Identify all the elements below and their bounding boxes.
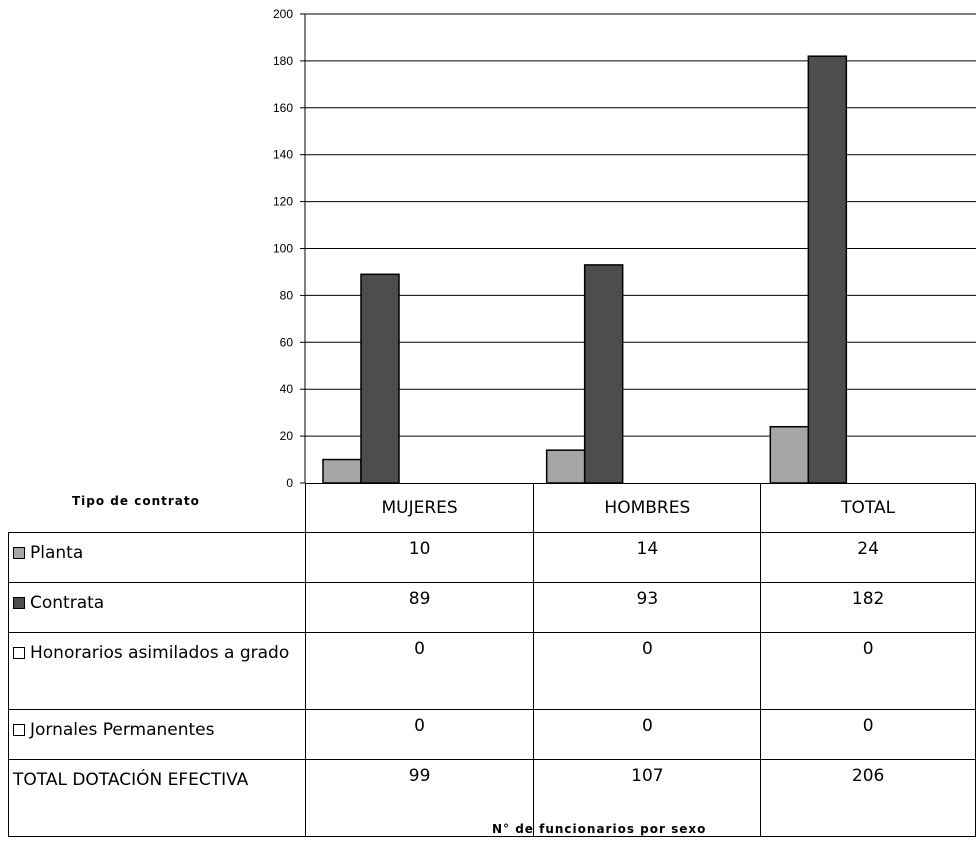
- table-cell: 182: [760, 582, 976, 633]
- legend-entry: Planta: [8, 532, 306, 583]
- bar-chart: 0 20 40 60 80 100 120 140 160 180 200: [273, 7, 976, 490]
- summary-row-label: TOTAL DOTACIÓN EFECTIVA: [8, 759, 306, 837]
- table-cell: 93: [533, 582, 762, 633]
- bar: [545, 449, 586, 484]
- y-tick-label: 120: [273, 195, 293, 209]
- y-tick-label: 0: [286, 476, 293, 490]
- table-cell: 0: [533, 632, 762, 710]
- bar: [583, 264, 624, 484]
- gridlines: [305, 13, 976, 437]
- table-cell: 14: [533, 532, 762, 583]
- category-header: TOTAL: [760, 483, 976, 533]
- y-tick-label: 80: [280, 288, 294, 302]
- bar: [807, 55, 848, 484]
- y-tick-label: 40: [280, 382, 294, 396]
- legend-swatch: [13, 647, 25, 659]
- legend-swatch: [13, 547, 25, 559]
- series-name: Planta: [30, 543, 84, 563]
- series-name: Honorarios asimilados a grado: [30, 643, 290, 663]
- legend-swatch: [13, 597, 25, 609]
- table-corner: [8, 483, 306, 533]
- data-table: MUJERES HOMBRES TOTAL Planta 10 14 24 Co…: [8, 483, 976, 837]
- legend-swatch: [13, 724, 25, 736]
- category-header: HOMBRES: [533, 483, 762, 533]
- legend-entry: Contrata: [8, 582, 306, 633]
- table-header-row: MUJERES HOMBRES TOTAL: [8, 483, 976, 533]
- table-cell: 0: [304, 709, 535, 760]
- x-axis-title: N° de funcionarios por sexo: [492, 822, 707, 836]
- table-row: Planta 10 14 24: [8, 532, 976, 583]
- table-cell: 0: [533, 709, 762, 760]
- bar: [769, 425, 810, 484]
- table-cell: 24: [760, 532, 976, 583]
- table-cell: 0: [304, 632, 535, 710]
- series-name: Jornales Permanentes: [30, 720, 215, 740]
- y-tick-label: 140: [273, 148, 293, 162]
- table-row: Jornales Permanentes 0 0 0: [8, 709, 976, 760]
- legend-entry: Honorarios asimilados a grado: [8, 632, 306, 710]
- y-tick-label: 60: [280, 335, 294, 349]
- y-tick-label: 20: [280, 429, 294, 443]
- y-tick-label: 200: [273, 7, 293, 21]
- table-cell: 206: [760, 759, 976, 837]
- y-axis: 0 20 40 60 80 100 120 140 160 180 200: [273, 7, 306, 490]
- table-cell: 107: [533, 759, 762, 837]
- table-cell: 0: [760, 709, 976, 760]
- y-tick-label: 160: [273, 101, 293, 115]
- table-cell: 10: [304, 532, 535, 583]
- bar: [360, 273, 400, 484]
- table-row-total: TOTAL DOTACIÓN EFECTIVA 99 107 206: [8, 759, 976, 837]
- category-header: MUJERES: [304, 483, 535, 533]
- table-cell: 0: [760, 632, 976, 710]
- series-name: Contrata: [30, 593, 105, 613]
- bars: [322, 55, 848, 484]
- legend-entry: Jornales Permanentes: [8, 709, 306, 760]
- table-cell: 89: [304, 582, 535, 633]
- table-row: Honorarios asimilados a grado 0 0 0: [8, 632, 976, 710]
- y-tick-label: 100: [273, 242, 293, 256]
- y-tick-label: 180: [273, 54, 293, 68]
- table-row: Contrata 89 93 182: [8, 582, 976, 633]
- bar: [322, 458, 362, 484]
